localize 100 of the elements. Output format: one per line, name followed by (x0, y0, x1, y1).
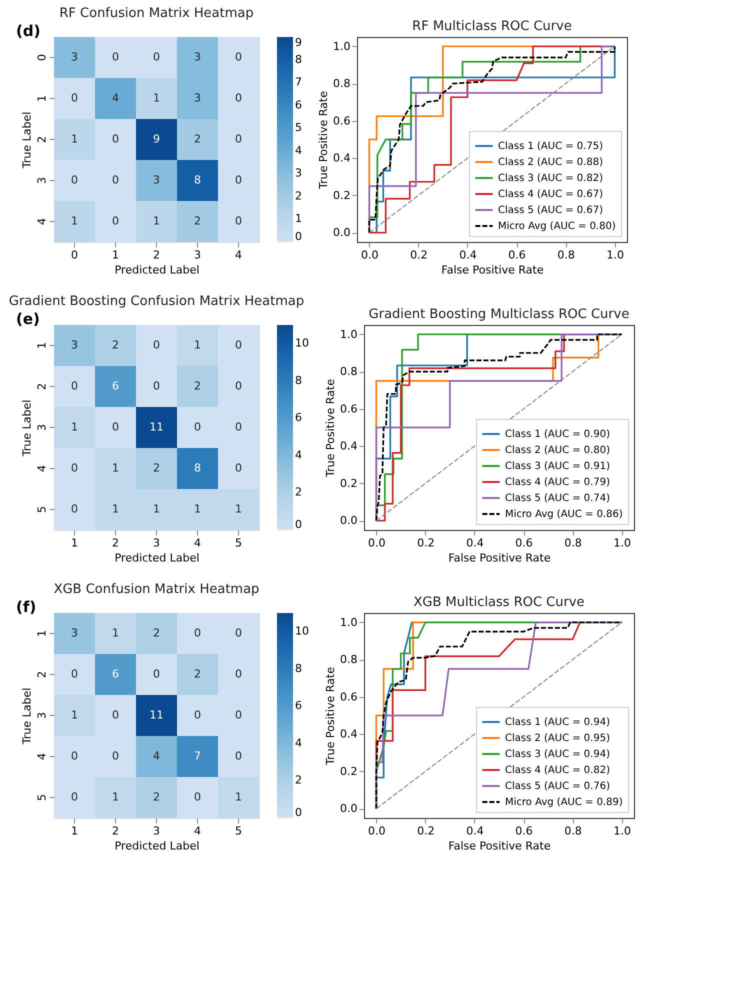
data-label: 11 (150, 420, 164, 434)
x-tick-label: 2 (112, 824, 119, 838)
y-tick-label: 3 (36, 424, 48, 431)
x-tick-label: 4 (194, 824, 201, 838)
data-label: 1 (71, 214, 78, 228)
y-axis-title: True Label (20, 400, 34, 458)
data-label: 0 (71, 380, 78, 392)
data-label: 1 (112, 502, 119, 516)
data-label: 0 (112, 750, 119, 762)
color-bar-label: 4 (295, 448, 302, 462)
x-tick-label: 0.8 (557, 248, 575, 262)
data-label: 0 (112, 214, 119, 228)
data-label: 0 (235, 214, 242, 228)
y-tick-label: 4 (36, 753, 48, 760)
data-label: 0 (235, 380, 242, 392)
legend-label: Class 1 (AUC = 0.75) (498, 141, 604, 152)
x-tick-label: 0.6 (515, 536, 533, 550)
y-tick-label: 0.4 (340, 728, 358, 741)
x-tick-label: 0.2 (417, 536, 435, 550)
x-tick-label: 0.2 (417, 824, 435, 838)
data-label: 0 (194, 790, 201, 804)
color-bar-label: 4 (295, 144, 302, 157)
y-tick-label: 3 (36, 177, 48, 184)
data-label: 4 (153, 750, 160, 762)
data-label: 0 (235, 92, 242, 104)
data-label: 3 (71, 50, 78, 64)
color-bar-label: 2 (295, 486, 302, 499)
x-tick-label: 0 (71, 248, 78, 262)
x-axis-title: Predicted Label (114, 552, 200, 564)
data-label: 3 (194, 50, 201, 64)
y-tick-label: 4 (36, 218, 48, 225)
data-label: 2 (194, 380, 201, 392)
x-tick-label: 2 (112, 536, 119, 550)
color-bar-label: 8 (295, 52, 302, 66)
data-label: 0 (235, 50, 242, 64)
data-label: 8 (194, 174, 201, 186)
y-axis-title: True Positive Rate (317, 90, 330, 190)
x-tick-label: 0.0 (368, 824, 386, 838)
y-tick-label: 0.6 (333, 114, 350, 128)
color-bar-label: 8 (295, 662, 302, 675)
data-label: 1 (194, 338, 201, 352)
y-tick-label: 0.2 (333, 188, 350, 202)
color-bar-label: 0 (295, 806, 302, 819)
y-tick-label: 3 (36, 712, 48, 719)
data-label: 0 (112, 420, 119, 434)
data-label: 11 (150, 708, 164, 722)
chart-title: XGB Confusion Matrix Heatmap (54, 582, 260, 597)
color-bar-label: 0 (295, 518, 302, 531)
x-tick-label: 1.0 (606, 248, 624, 262)
color-bar-label: 4 (295, 736, 302, 750)
color-bar-label: 2 (295, 774, 302, 787)
data-label: 2 (153, 462, 160, 474)
y-tick-label: 2 (36, 136, 48, 143)
y-tick-label: 0.8 (340, 365, 358, 378)
data-label: 1 (235, 502, 242, 516)
y-tick-label: 5 (36, 506, 48, 513)
legend-label: Class 4 (AUC = 0.79) (505, 477, 610, 488)
data-label: 0 (194, 626, 201, 640)
data-label: 2 (153, 790, 160, 804)
y-tick-label: 1 (36, 95, 48, 102)
x-tick-label: 0.4 (466, 536, 484, 550)
color-bar-label: 6 (295, 699, 302, 712)
data-label: 1 (153, 92, 160, 104)
x-tick-label: 0.8 (564, 536, 582, 550)
legend-label: Class 3 (AUC = 0.94) (505, 749, 610, 760)
data-label: 0 (235, 462, 242, 474)
data-label: 0 (235, 174, 242, 186)
legend-label: Class 4 (AUC = 0.67) (498, 189, 604, 200)
chart-title: RF Multiclass ROC Curve (412, 19, 572, 34)
x-tick-label: 0.4 (459, 248, 477, 262)
x-axis-title: False Positive Rate (441, 264, 544, 276)
color-bar-label: 9 (295, 36, 302, 49)
data-label: 1 (71, 708, 78, 722)
data-label: 4 (112, 92, 119, 104)
data-label: 2 (194, 668, 201, 680)
legend-label: Class 5 (AUC = 0.67) (498, 205, 604, 216)
y-tick-label: 4 (36, 465, 48, 472)
legend-label: Class 4 (AUC = 0.82) (505, 765, 610, 776)
chart-title: XGB Multiclass ROC Curve (413, 595, 585, 610)
x-tick-label: 1 (112, 248, 119, 262)
data-label: 1 (71, 132, 78, 146)
x-tick-label: 5 (235, 824, 242, 838)
data-label: 0 (71, 92, 78, 104)
color-bar-label: 2 (295, 189, 302, 202)
data-label: 0 (194, 420, 201, 434)
data-label: 1 (112, 462, 119, 474)
data-label: 0 (153, 50, 160, 64)
x-axis-title: Predicted Label (114, 840, 200, 852)
legend-label: Class 1 (AUC = 0.90) (505, 429, 610, 440)
legend-label: Class 2 (AUC = 0.80) (505, 445, 610, 456)
color-bar-label: 5 (295, 121, 302, 134)
color-bar-label: 7 (295, 76, 302, 89)
x-tick-label: 1 (71, 824, 78, 838)
x-tick-label: 4 (194, 536, 201, 550)
data-label: 3 (71, 338, 78, 352)
y-tick-label: 1 (36, 630, 48, 637)
x-tick-label: 3 (194, 248, 201, 262)
data-label: 1 (153, 502, 160, 516)
legend-label: Class 5 (AUC = 0.74) (505, 493, 610, 504)
x-tick-label: 1.0 (613, 536, 631, 550)
